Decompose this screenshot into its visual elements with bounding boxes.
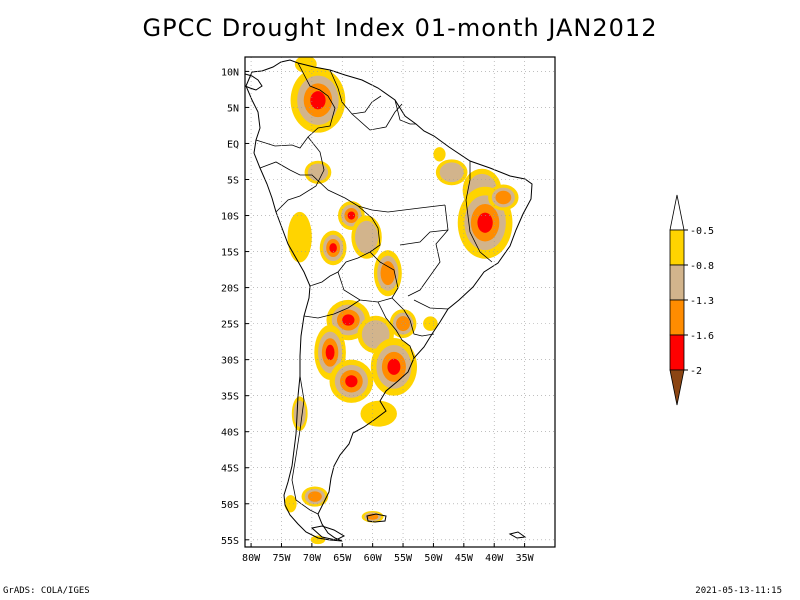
drought-level-2	[293, 400, 306, 427]
lat-tick-label: 10S	[221, 212, 239, 223]
legend-label: -0.8	[690, 261, 714, 272]
tierra-del-fuego-outline	[310, 525, 346, 541]
drought-level-1	[287, 211, 312, 263]
lon-tick-label: 80W	[242, 553, 261, 564]
legend-arrow-top	[669, 194, 685, 231]
footer-credit: GrADS: COLA/IGES	[3, 586, 90, 596]
drought-area	[329, 359, 374, 403]
falkland-islands-outline	[366, 513, 387, 523]
legend-swatch	[669, 334, 685, 371]
drought-area	[294, 57, 317, 73]
drought-level-4	[329, 243, 337, 253]
lon-tick-label: 45W	[455, 553, 474, 564]
drought-level-4	[325, 344, 335, 361]
drought-area	[435, 159, 468, 186]
chart-title: GPCC Drought Index 01-month JAN2012	[142, 14, 658, 42]
drought-area	[373, 250, 402, 297]
legend-swatch	[669, 264, 685, 301]
lon-tick-label: 50W	[424, 553, 443, 564]
lon-tick-label: 60W	[364, 553, 383, 564]
axis-ticks: 80W 75W 70W 65W 60W 55W 50W 45W 40W 35W 10N 5N EQ 5S 1…	[221, 67, 535, 564]
lat-tick-label: 35S	[221, 392, 239, 403]
drought-area	[284, 495, 297, 513]
drought-area	[370, 338, 418, 396]
lat-tick-label: 15S	[221, 248, 239, 259]
drought-area	[351, 215, 382, 259]
drought-area	[291, 396, 308, 431]
lat-tick-label: EQ	[227, 139, 239, 150]
drought-area	[361, 510, 384, 523]
drought-level-3	[495, 190, 512, 205]
small-island-outline	[508, 531, 527, 539]
drought-level-2	[439, 162, 464, 183]
lon-tick-label: 65W	[333, 553, 352, 564]
drought-level-1	[284, 495, 297, 513]
drought-shading	[284, 57, 519, 545]
legend-arrow-bottom	[669, 369, 685, 406]
lon-tick-label: 40W	[485, 553, 504, 564]
drought-level-4	[477, 212, 493, 233]
drought-area	[360, 400, 397, 427]
drought-area	[301, 486, 329, 507]
lat-tick-label: 20S	[221, 284, 239, 295]
drought-level-1	[433, 147, 446, 162]
lon-tick-label: 55W	[394, 553, 413, 564]
drought-level-4	[345, 375, 358, 388]
drought-level-3	[307, 491, 322, 502]
footer-timestamp: 2021-05-13-11:15	[695, 586, 782, 596]
drought-level-2	[307, 163, 329, 182]
drought-level-4	[342, 314, 355, 326]
color-legend: -0.5 -0.8 -1.3 -1.6 -2	[669, 194, 714, 406]
central-america-outline	[245, 73, 263, 91]
drought-area	[290, 67, 346, 133]
legend-label: -0.5	[690, 226, 714, 237]
country-borders	[255, 62, 493, 515]
drought-level-3	[380, 261, 396, 286]
drought-level-1	[294, 57, 317, 73]
continent-outline	[245, 59, 533, 542]
drought-level-1	[360, 400, 397, 427]
graticule	[245, 57, 555, 547]
lat-tick-label: 10N	[221, 67, 239, 78]
lon-tick-label: 75W	[272, 553, 291, 564]
drought-level-1	[423, 316, 438, 331]
coastlines-and-borders	[245, 59, 533, 542]
drought-area	[433, 147, 446, 162]
legend-swatch	[669, 229, 685, 266]
drought-level-3	[396, 316, 410, 332]
lat-tick-label: 5S	[227, 176, 239, 187]
legend-label: -1.3	[690, 296, 714, 307]
legend-label: -1.6	[690, 331, 714, 342]
lat-tick-label: 30S	[221, 356, 239, 367]
lat-tick-label: 25S	[221, 320, 239, 331]
lat-tick-label: 55S	[221, 536, 239, 547]
lat-tick-label: 45S	[221, 464, 239, 475]
drought-area	[488, 184, 519, 211]
legend-swatch	[669, 299, 685, 336]
drought-area	[389, 309, 417, 339]
map-frame	[244, 56, 556, 548]
drought-area	[287, 211, 312, 263]
drought-level-4	[310, 91, 326, 110]
lat-tick-label: 5N	[227, 103, 239, 114]
lon-tick-label: 35W	[516, 553, 535, 564]
lon-tick-label: 70W	[303, 553, 322, 564]
drought-level-2	[361, 320, 390, 349]
drought-area	[423, 316, 438, 331]
drought-level-4	[387, 358, 401, 375]
drought-area	[319, 230, 347, 266]
lat-tick-label: 50S	[221, 500, 239, 511]
lat-tick-label: 40S	[221, 428, 239, 439]
drought-level-4	[347, 211, 356, 220]
legend-label: -2	[690, 366, 702, 377]
drought-area	[304, 160, 332, 184]
drought-level-2	[355, 220, 379, 254]
